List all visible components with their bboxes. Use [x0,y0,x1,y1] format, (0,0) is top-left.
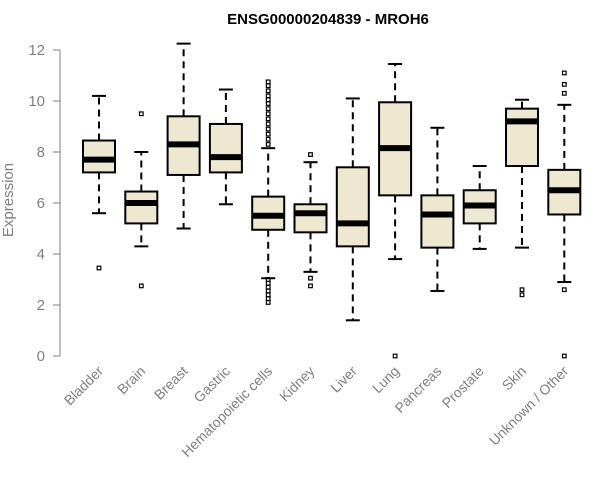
x-tick-label: Prostate [439,363,487,411]
iqr-box [505,107,539,168]
chart-title: ENSG00000204839 - MROH6 [227,11,429,28]
x-tick-label: Bladder [61,363,107,409]
y-tick-label: 6 [37,195,45,212]
y-tick-label: 12 [28,42,45,59]
x-tick-label: Liver [327,363,360,396]
outlier-point [265,83,271,89]
outlier-point [308,283,313,289]
x-tick-label: Pancreas [391,363,444,416]
outlier-point [308,152,313,157]
y-axis-label: Expression [0,163,17,237]
outlier-point [561,287,567,293]
iqr-box [208,122,243,174]
y-axis: 0 2 4 6 8 10 12 [28,42,61,365]
iqr-box [82,139,116,174]
box-kidney [293,152,328,289]
outlier-point [265,121,271,127]
outlier-point [265,88,271,94]
outlier-point [265,93,271,99]
outlier-point [561,70,567,76]
outlier-point [265,97,271,103]
outlier-point [308,275,313,281]
x-tick-label: Breast [151,363,191,403]
x-tick-label: Lung [369,363,402,396]
outlier-point [519,287,525,293]
boxes-group [82,42,582,359]
outlier-point [96,265,102,271]
box-unknown-other [547,70,582,359]
box-skin [505,98,539,298]
outlier-point [265,288,271,294]
box-liver [335,97,370,322]
iqr-box [420,194,455,249]
box-hematopoietic-cells [251,79,286,305]
outlier-point [265,79,271,85]
box-lung [378,63,413,359]
outlier-point [265,126,271,132]
outlier-point [265,136,271,142]
outlier-point [265,280,271,286]
outlier-point [265,141,271,147]
outlier-point [265,131,271,137]
y-tick-label: 0 [37,348,45,365]
box-gastric [208,88,243,206]
outlier-point [265,106,271,112]
outlier-point [561,82,567,87]
x-tick-label: Unknown / Other [486,363,572,449]
y-tick-label: 4 [37,246,45,263]
x-tick-label: Skin [499,363,530,394]
x-tick-label: Brain [114,363,148,397]
iqr-box [293,203,328,234]
box-prostate [462,165,497,250]
iqr-box [335,166,370,248]
outlier-point [138,283,144,289]
y-tick-label: 8 [37,144,45,161]
outlier-point [519,292,525,298]
box-pancreas [420,126,455,292]
outlier-point [265,277,271,282]
outlier-point [265,292,271,298]
outlier-point [561,90,567,96]
outlier-point [265,111,271,117]
outlier-point [265,296,271,302]
outlier-point [265,284,271,290]
box-bladder [82,94,116,271]
y-tick-label: 2 [37,297,45,314]
outlier-point [265,300,271,305]
outlier-point [265,116,271,122]
y-tick-label: 10 [28,93,45,110]
outlier-point [561,353,567,359]
box-breast [166,42,201,230]
iqr-box [124,190,159,225]
box-brain [124,111,159,289]
x-tick-label: Kidney [276,363,318,405]
outlier-point [392,353,398,359]
outlier-point [265,101,271,106]
outlier-point [138,111,144,117]
